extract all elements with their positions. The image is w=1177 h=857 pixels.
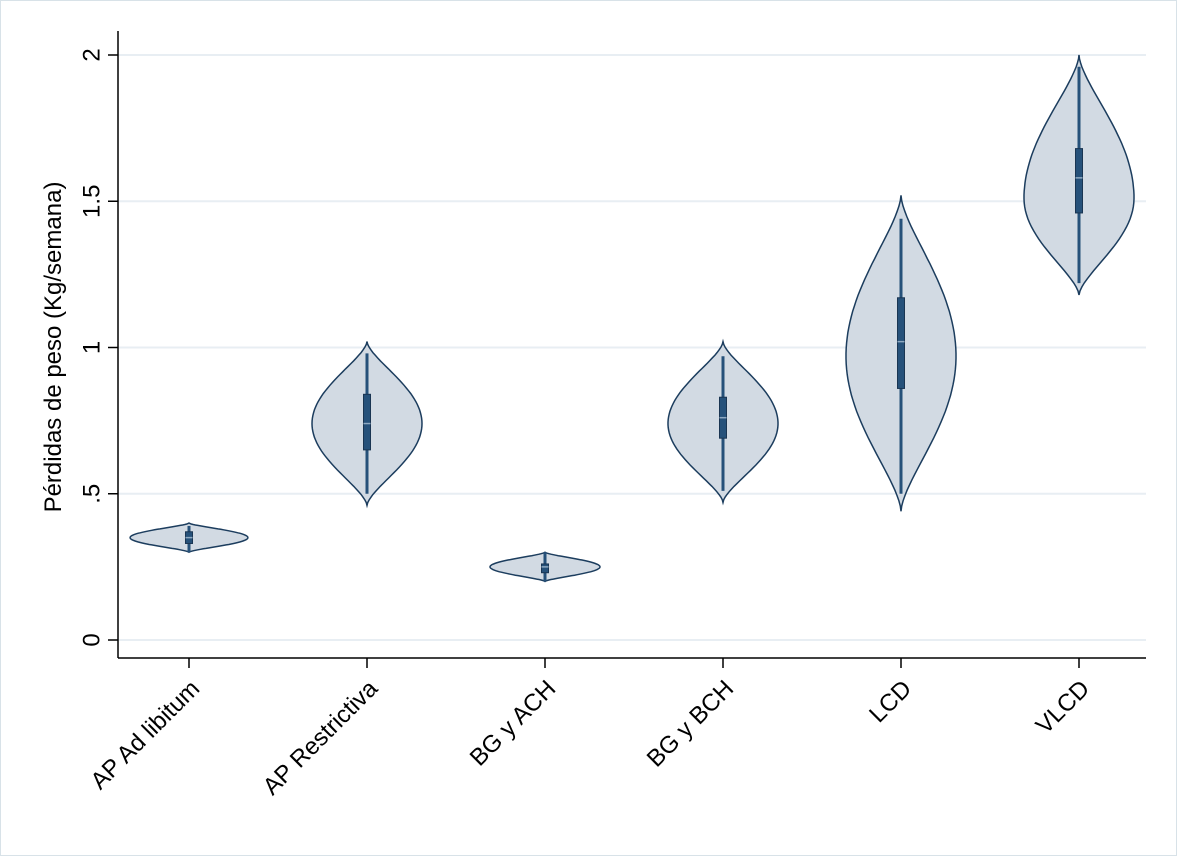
violin-iqr-box [897, 297, 905, 389]
y-tick-label: 2 [78, 48, 105, 61]
grid-lines [118, 54, 1146, 641]
y-tick-label: .5 [78, 484, 105, 504]
y-tick-label: 1.5 [78, 185, 105, 218]
y-tick-label: 1 [78, 341, 105, 354]
violin-iqr-box [541, 563, 549, 574]
axes [117, 31, 1146, 659]
x-tick-label: VLCD [1031, 675, 1095, 739]
y-axis-title: Pérdidas de peso (Kg/semana) [40, 182, 67, 513]
x-tick-label: AP Restrictiva [258, 675, 384, 801]
y-tick-label: 0 [78, 633, 105, 646]
x-tick-label: AP Ad libitum [85, 675, 205, 795]
violin-iqr-box [363, 393, 371, 451]
x-tick-label: BG y BCH [642, 675, 739, 772]
x-tick-label: LCD [864, 675, 917, 728]
violins [129, 54, 1135, 583]
x-ticks: AP Ad libitum AP Restrictiva BG y ACH BG y … [85, 658, 1095, 800]
violin-iqr-box [1075, 148, 1083, 214]
y-ticks: 0 .5 1 1.5 2 [78, 48, 118, 647]
x-tick-label: BG y ACH [465, 675, 561, 771]
